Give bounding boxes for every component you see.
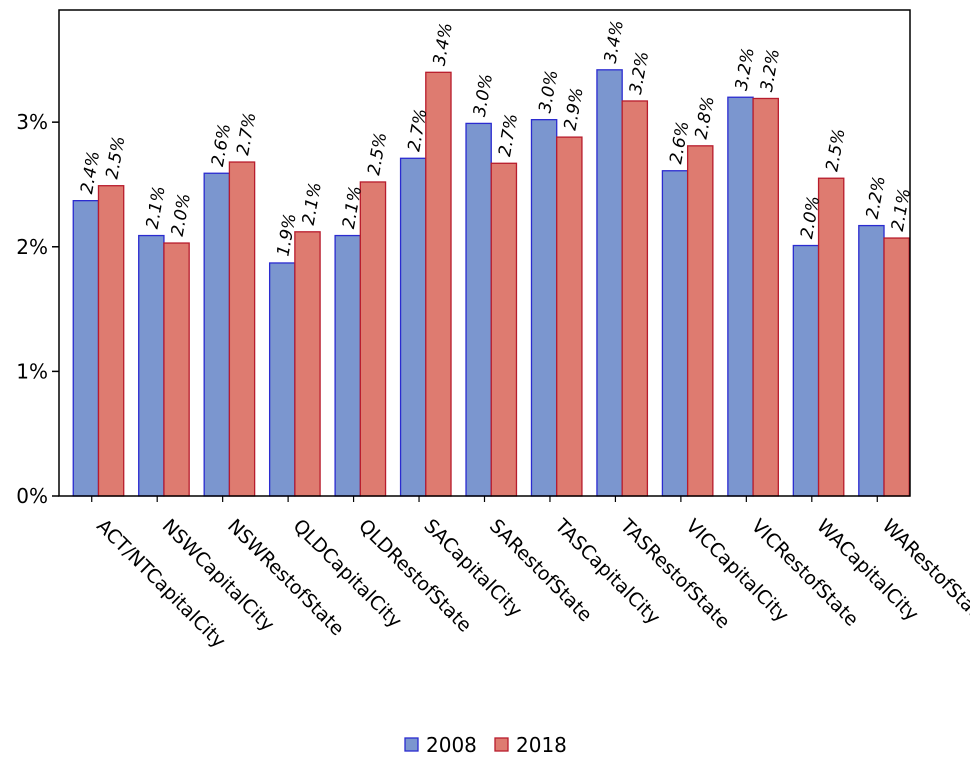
bar xyxy=(203,172,231,497)
bar xyxy=(334,234,361,497)
data-label: 3.0% xyxy=(470,72,497,118)
bar xyxy=(621,100,649,497)
data-label: 2.1% xyxy=(888,187,915,233)
bar xyxy=(490,162,518,497)
data-label: 2.0% xyxy=(168,192,195,238)
bar xyxy=(792,244,820,497)
y-axis: 0% 1% 2% 3% xyxy=(16,110,59,508)
data-label: 2.1% xyxy=(299,181,326,227)
bar xyxy=(399,157,427,497)
bar xyxy=(465,122,492,497)
bar xyxy=(163,242,190,497)
bar xyxy=(97,185,125,497)
data-label: 2.2% xyxy=(863,174,890,220)
data-label: 2.7% xyxy=(233,111,260,157)
legend: 2008 2018 xyxy=(404,733,567,757)
bar xyxy=(727,96,754,497)
data-label: 2.8% xyxy=(691,95,718,141)
data-label: 2.9% xyxy=(561,86,588,132)
data-label: 3.4% xyxy=(601,19,628,65)
data-label: 3.2% xyxy=(626,50,653,96)
category-label: TASRestofState xyxy=(615,514,734,633)
y-tick-label: 0% xyxy=(16,484,48,508)
data-label: 2.5% xyxy=(102,135,129,181)
bar xyxy=(294,231,321,497)
bar xyxy=(359,181,387,497)
y-tick-label: 3% xyxy=(16,110,48,134)
bar xyxy=(530,119,558,497)
category-label: NSWRestofState xyxy=(223,515,348,640)
category-label: WARestofState xyxy=(878,515,970,630)
bar xyxy=(596,69,623,497)
bar xyxy=(72,200,100,497)
x-axis-labels: ACT/NTCapitalCityNSWCapitalCityNSWRestof… xyxy=(91,496,970,653)
data-label: 2.6% xyxy=(208,122,235,168)
bar xyxy=(858,224,885,497)
data-labels: 2.4%2.1%2.6%1.9%2.1%2.7%3.0% 3.0%3.4%2.6%… xyxy=(77,19,915,258)
legend-label: 2008 xyxy=(426,733,477,757)
data-label: 3.4% xyxy=(430,21,457,67)
category-label: QLDRestofState xyxy=(354,515,476,637)
bar xyxy=(686,145,714,497)
data-label: 3.2% xyxy=(732,46,759,92)
data-label: 3.0% xyxy=(535,69,562,115)
bar xyxy=(752,97,779,497)
bar xyxy=(817,177,845,497)
category-label: NSWCapitalCity xyxy=(158,515,279,636)
bars xyxy=(72,69,910,497)
legend-label: 2018 xyxy=(516,733,567,757)
bar xyxy=(425,71,452,497)
y-tick-label: 2% xyxy=(16,235,48,259)
bar xyxy=(228,161,256,497)
bar xyxy=(268,262,296,497)
legend-swatch xyxy=(494,737,509,752)
data-label: 2.7% xyxy=(495,112,522,158)
bar xyxy=(138,234,165,497)
bar xyxy=(883,237,910,497)
y-tick-label: 1% xyxy=(16,359,48,383)
plot-frame xyxy=(58,9,911,497)
bar xyxy=(661,170,689,497)
data-label: 2.5% xyxy=(364,131,391,177)
data-label: 2.5% xyxy=(822,127,849,173)
legend-swatch xyxy=(404,737,419,752)
data-label: 2.1% xyxy=(143,184,170,230)
bar xyxy=(556,136,583,497)
category-label: ACT/NTCapitalCity xyxy=(92,515,230,653)
data-label: 3.2% xyxy=(757,47,784,93)
